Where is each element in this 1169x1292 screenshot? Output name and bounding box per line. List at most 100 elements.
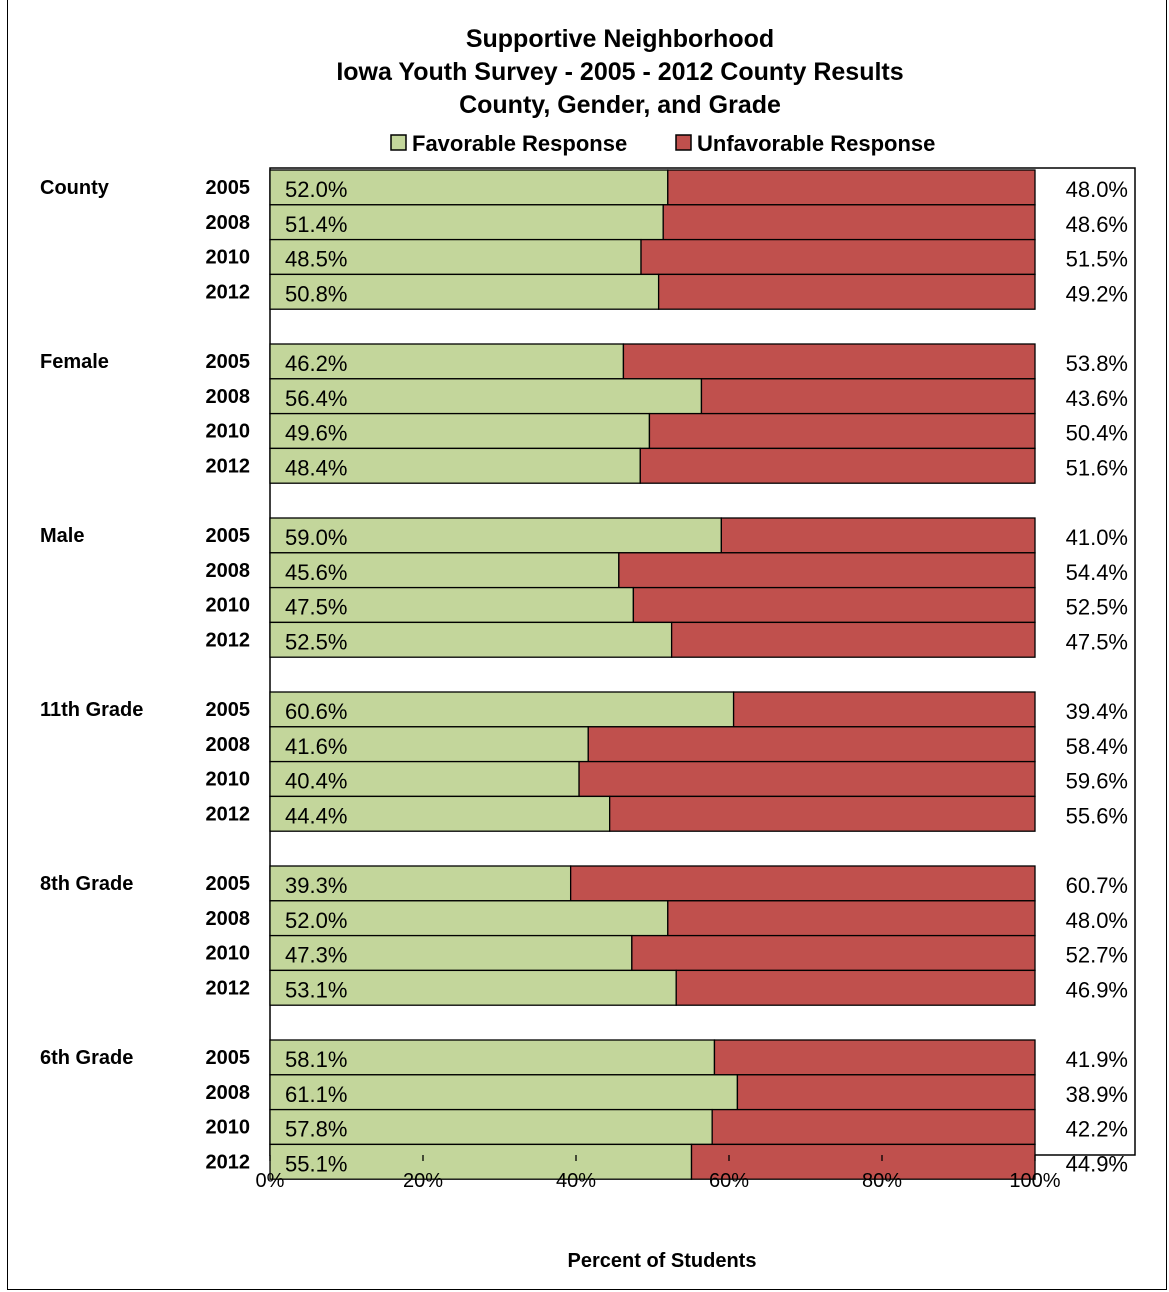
year-label: 2005 [206,873,251,895]
bar-favorable [269,1143,693,1180]
group-label: Female [40,351,109,373]
data-label-favorable: 59.0% [285,525,347,550]
group-label: Male [40,525,84,547]
bar-unfavorable [713,1039,1036,1076]
bar-unfavorable [657,273,1036,310]
bar-favorable [269,586,635,624]
bar-favorable [269,447,641,484]
data-label-unfavorable: 42.2% [1066,1117,1128,1142]
bar-unfavorable [640,238,1036,276]
data-label-unfavorable: 41.9% [1066,1047,1128,1072]
group-label: 11th Grade [40,699,143,721]
x-tick-label: 40% [556,1170,596,1192]
data-label-favorable: 40.4% [285,769,347,794]
bar-unfavorable [720,517,1036,554]
data-label-favorable: 61.1% [285,1082,347,1107]
year-label: 2012 [206,629,251,651]
data-label-unfavorable: 46.9% [1066,977,1128,1002]
bar-unfavorable [667,169,1036,206]
chart-title-line-3: County, Gender, and Grade [459,91,781,119]
data-label-favorable: 52.0% [285,908,347,933]
data-label-favorable: 41.6% [285,734,347,759]
year-label: 2012 [206,1151,251,1173]
bar-unfavorable [609,795,1036,832]
data-label-unfavorable: 39.4% [1066,699,1128,724]
year-label: 2008 [206,908,251,930]
data-label-favorable: 60.6% [285,699,347,724]
bar-favorable [269,273,660,310]
year-label: 2008 [206,1082,251,1104]
bar-favorable [269,552,620,589]
data-label-favorable: 49.6% [285,421,347,446]
legend-swatch-unfavorable [675,134,692,151]
plot-frame [269,167,1136,1156]
data-label-unfavorable: 48.0% [1066,908,1128,933]
plot-area [269,167,1136,1156]
bar-favorable [269,865,572,902]
bar-unfavorable [690,1143,1036,1180]
bar-favorable [269,378,703,415]
year-label: 2010 [206,595,251,617]
data-label-unfavorable: 50.4% [1066,421,1128,446]
data-label-favorable: 57.8% [285,1117,347,1142]
data-label-favorable: 56.4% [285,386,347,411]
bar-unfavorable [618,552,1036,589]
data-label-favorable: 48.4% [285,455,347,480]
x-axis: 0% 20% 40% 60% 80% 100% [256,1155,1061,1192]
data-label-favorable: 51.4% [285,212,347,237]
x-tick-label: 80% [862,1170,902,1192]
data-label-favorable: 45.6% [285,560,347,585]
year-label: 2008 [206,560,251,582]
bar-unfavorable [667,900,1036,937]
data-label-favorable: 46.2% [285,351,347,376]
data-label-unfavorable: 38.9% [1066,1082,1128,1107]
year-label: 2008 [206,212,251,234]
year-label: 2005 [206,699,251,721]
data-label-favorable: 47.3% [285,943,347,968]
bar-unfavorable [639,447,1036,484]
bar-favorable [269,691,735,728]
x-tick-label: 100% [1009,1170,1060,1192]
data-label-unfavorable: 49.2% [1066,281,1128,306]
data-label-unfavorable: 41.0% [1066,525,1128,550]
bar-unfavorable [632,586,1036,624]
year-label: 2012 [206,977,251,999]
bar-unfavorable [587,726,1036,763]
chart-frame [7,0,1167,1290]
group-label: County [40,177,110,199]
data-label-unfavorable: 51.5% [1066,247,1128,272]
year-label: 2010 [206,1117,251,1139]
bar-unfavorable [648,412,1036,450]
data-label-favorable: 53.1% [285,977,347,1002]
year-label: 2012 [206,281,251,303]
legend-label-unfavorable: Unfavorable Response [697,131,935,156]
data-label-unfavorable: 47.5% [1066,629,1128,654]
bar-unfavorable [675,969,1036,1006]
bar-unfavorable [622,343,1036,380]
x-tick-label: 60% [709,1170,749,1192]
bars: 52.0% 48.0% 51.4% 48.6% 48.5% 51.5% 50.8% 49.2%… [269,169,1128,1180]
data-label-favorable: 52.0% [285,177,347,202]
year-label: 2005 [206,1047,251,1069]
year-label: 2010 [206,247,251,269]
bar-favorable [269,238,642,276]
bar-favorable [269,412,651,450]
data-label-favorable: 50.8% [285,281,347,306]
year-label: 2005 [206,177,251,199]
bar-unfavorable [736,1074,1036,1111]
bar-unfavorable [631,934,1036,972]
data-label-unfavorable: 54.4% [1066,560,1128,585]
year-label: 2010 [206,421,251,443]
bar-unfavorable [732,691,1036,728]
bar-favorable [269,1039,716,1076]
data-label-favorable: 55.1% [285,1151,347,1176]
data-label-unfavorable: 48.0% [1066,177,1128,202]
bar-favorable [269,621,673,658]
year-label: 2005 [206,525,251,547]
bar-unfavorable [711,1108,1036,1146]
year-label: 2010 [206,769,251,791]
bar-favorable [269,760,580,798]
data-label-unfavorable: 60.7% [1066,873,1128,898]
data-label-unfavorable: 48.6% [1066,212,1128,237]
